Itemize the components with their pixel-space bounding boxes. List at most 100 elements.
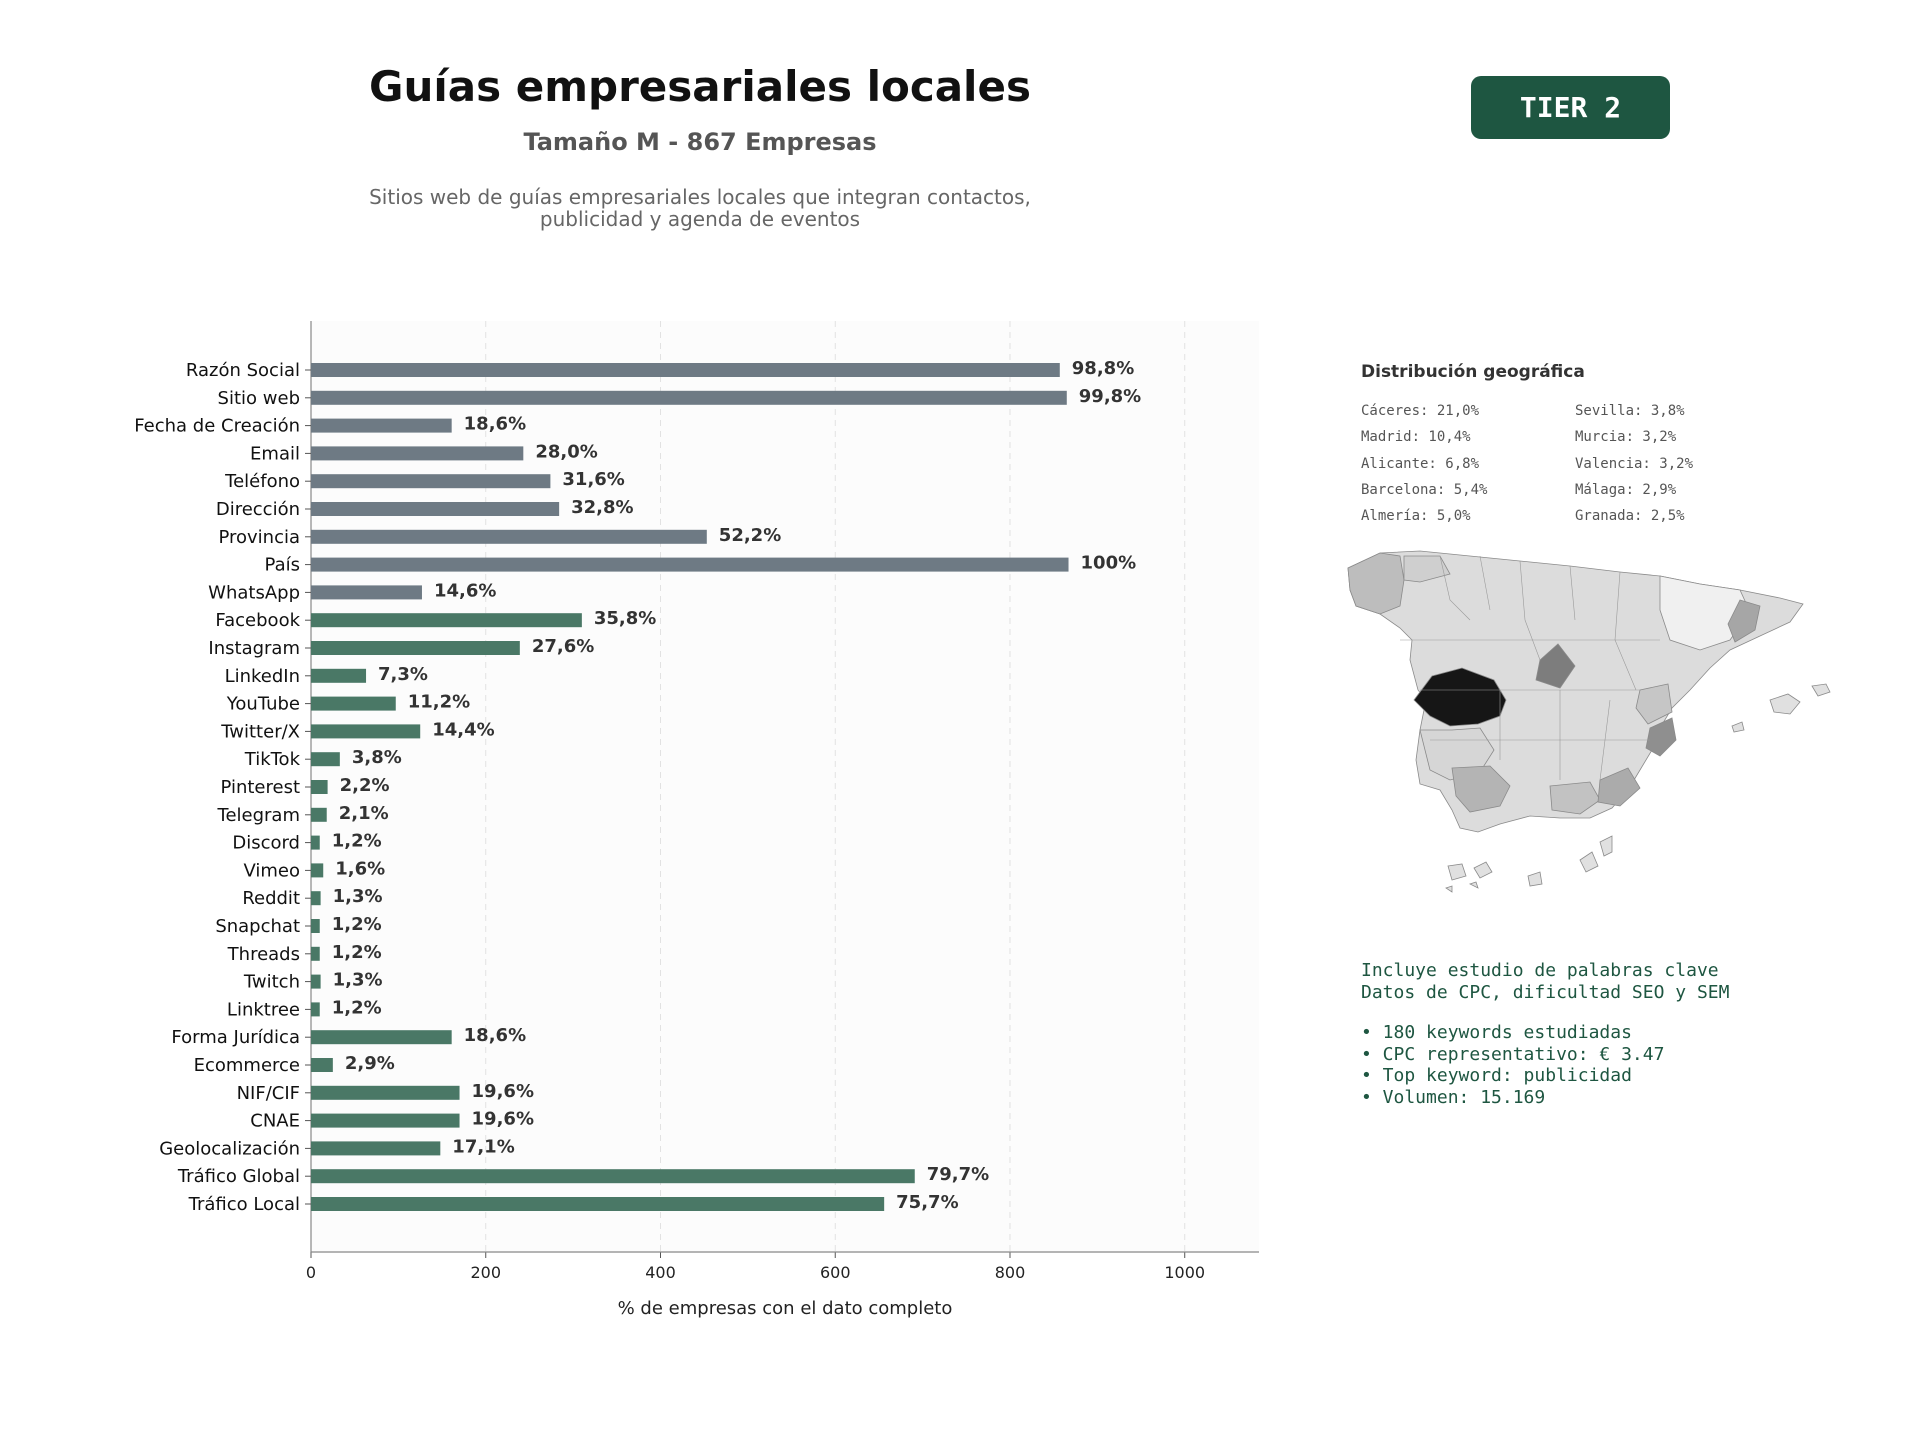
bar: [311, 919, 320, 933]
x-axis-label: % de empresas con el dato completo: [618, 1298, 953, 1319]
category-label: Snapchat: [215, 916, 300, 937]
data-label: 31,6%: [562, 469, 624, 490]
category-label: Dirección: [216, 499, 300, 520]
category-label: NIF/CIF: [237, 1083, 300, 1104]
geo-entry: Granada: 2,5%: [1575, 508, 1685, 525]
data-label: 32,8%: [571, 497, 633, 518]
data-label: 99,8%: [1079, 386, 1141, 407]
bar: [311, 891, 321, 906]
data-label: 100%: [1081, 553, 1137, 574]
data-label: 79,7%: [927, 1164, 989, 1185]
granada-region: [1549, 781, 1601, 815]
keywords-bullet: • Volumen: 15.169: [1361, 1086, 1546, 1108]
category-label: Instagram: [208, 638, 300, 659]
data-label: 1,2%: [332, 914, 382, 935]
keywords-bullet: • CPC representativo: € 3.47: [1361, 1043, 1665, 1065]
bar: [311, 418, 452, 433]
category-label: Teléfono: [224, 471, 300, 492]
bar: [311, 502, 560, 516]
madrid-region: [1535, 643, 1576, 689]
bar: [311, 446, 524, 461]
category-label: Pinterest: [220, 777, 300, 798]
description-line: publicidad y agenda de eventos: [539, 207, 861, 231]
data-label: 75,7%: [896, 1192, 958, 1213]
balearic-islands: [1731, 683, 1831, 733]
geo-title: Distribución geográfica: [1361, 362, 1585, 382]
spain-map: [1347, 550, 1831, 893]
bar: [311, 974, 321, 989]
category-label: WhatsApp: [208, 582, 300, 603]
data-label: 11,2%: [408, 692, 470, 713]
category-label: Twitter/X: [220, 721, 300, 742]
data-label: 1,3%: [333, 886, 383, 907]
galicia-region: [1347, 552, 1405, 615]
data-label: 2,2%: [340, 775, 390, 796]
bar-chart: 0 200 400 600 800 1000 % de empresas con el da…: [134, 321, 1259, 1319]
data-label: 14,6%: [434, 580, 496, 601]
data-label: 2,1%: [339, 803, 389, 824]
x-tick-label: 800: [995, 1263, 1026, 1282]
data-label: 17,1%: [452, 1136, 514, 1157]
description-line: Sitios web de guías empresariales locale…: [369, 185, 1031, 209]
data-label: 1,3%: [333, 970, 383, 991]
canary-islands: [1445, 835, 1613, 893]
bar: [311, 1085, 460, 1100]
bar: [311, 641, 520, 655]
data-label: 18,6%: [464, 1025, 526, 1046]
category-label: Vimeo: [243, 860, 300, 881]
bar: [311, 724, 421, 739]
bar: [311, 780, 328, 794]
bar: [311, 613, 582, 628]
data-label: 1,6%: [335, 858, 385, 879]
bar: [311, 863, 324, 878]
category-label: Fecha de Creación: [134, 416, 300, 437]
almeria-region: [1597, 767, 1641, 807]
category-label: Telegram: [217, 805, 300, 826]
category-label: Provincia: [218, 527, 300, 548]
bar: [311, 1030, 452, 1045]
bar: [311, 1169, 915, 1184]
bar: [311, 529, 707, 544]
alicante-region: [1645, 717, 1677, 757]
bar: [311, 363, 1060, 377]
data-label: 2,9%: [345, 1053, 395, 1074]
data-label: 1,2%: [332, 997, 382, 1018]
bar: [311, 390, 1067, 405]
keywords-line: Incluye estudio de palabras clave: [1361, 960, 1719, 981]
category-label: Forma Jurídica: [171, 1027, 300, 1048]
x-tick-label: 1000: [1164, 1263, 1205, 1282]
page-title: Guías empresariales locales: [369, 62, 1031, 111]
category-label: Discord: [232, 833, 300, 854]
barcelona-region: [1727, 599, 1761, 643]
province-borders: [1400, 555, 1660, 781]
x-tick-label: 600: [820, 1263, 851, 1282]
x-tick-label: 200: [470, 1263, 501, 1282]
sevilla-region: [1451, 765, 1511, 813]
data-label: 7,3%: [378, 664, 428, 685]
category-label: Geolocalización: [159, 1138, 300, 1159]
bar: [311, 668, 367, 683]
data-label: 35,8%: [594, 608, 656, 629]
geo-entry: Sevilla: 3,8%: [1575, 403, 1685, 419]
data-label: 27,6%: [532, 636, 594, 657]
data-label: 98,8%: [1072, 358, 1134, 379]
data-label: 28,0%: [535, 441, 597, 462]
bar: [311, 474, 551, 489]
data-label: 1,2%: [332, 942, 382, 963]
caceres-region: [1413, 667, 1507, 727]
geo-entry: Madrid: 10,4%: [1361, 429, 1471, 446]
geo-entry: Barcelona: 5,4%: [1361, 481, 1488, 498]
category-label: CNAE: [250, 1111, 300, 1132]
bar: [311, 946, 320, 961]
bar: [311, 1141, 441, 1156]
keywords-panel: Incluye estudio de palabras clave Datos …: [1361, 960, 1729, 1108]
data-label: 1,2%: [332, 831, 382, 852]
keywords-bullet: • 180 keywords estudiadas: [1361, 1022, 1632, 1043]
category-label: Linktree: [227, 999, 300, 1020]
geo-column-left: Cáceres: 21,0% Madrid: 10,4% Alicante: 6…: [1361, 398, 1487, 529]
data-label: 18,6%: [464, 414, 526, 435]
data-label: 52,2%: [719, 525, 781, 546]
data-label: 19,6%: [472, 1081, 534, 1102]
keywords-line: Datos de CPC, dificultad SEO y SEM: [1361, 981, 1730, 1003]
geo-column-right: Sevilla: 3,8% Murcia: 3,2% Valencia: 3,2…: [1575, 398, 1693, 529]
